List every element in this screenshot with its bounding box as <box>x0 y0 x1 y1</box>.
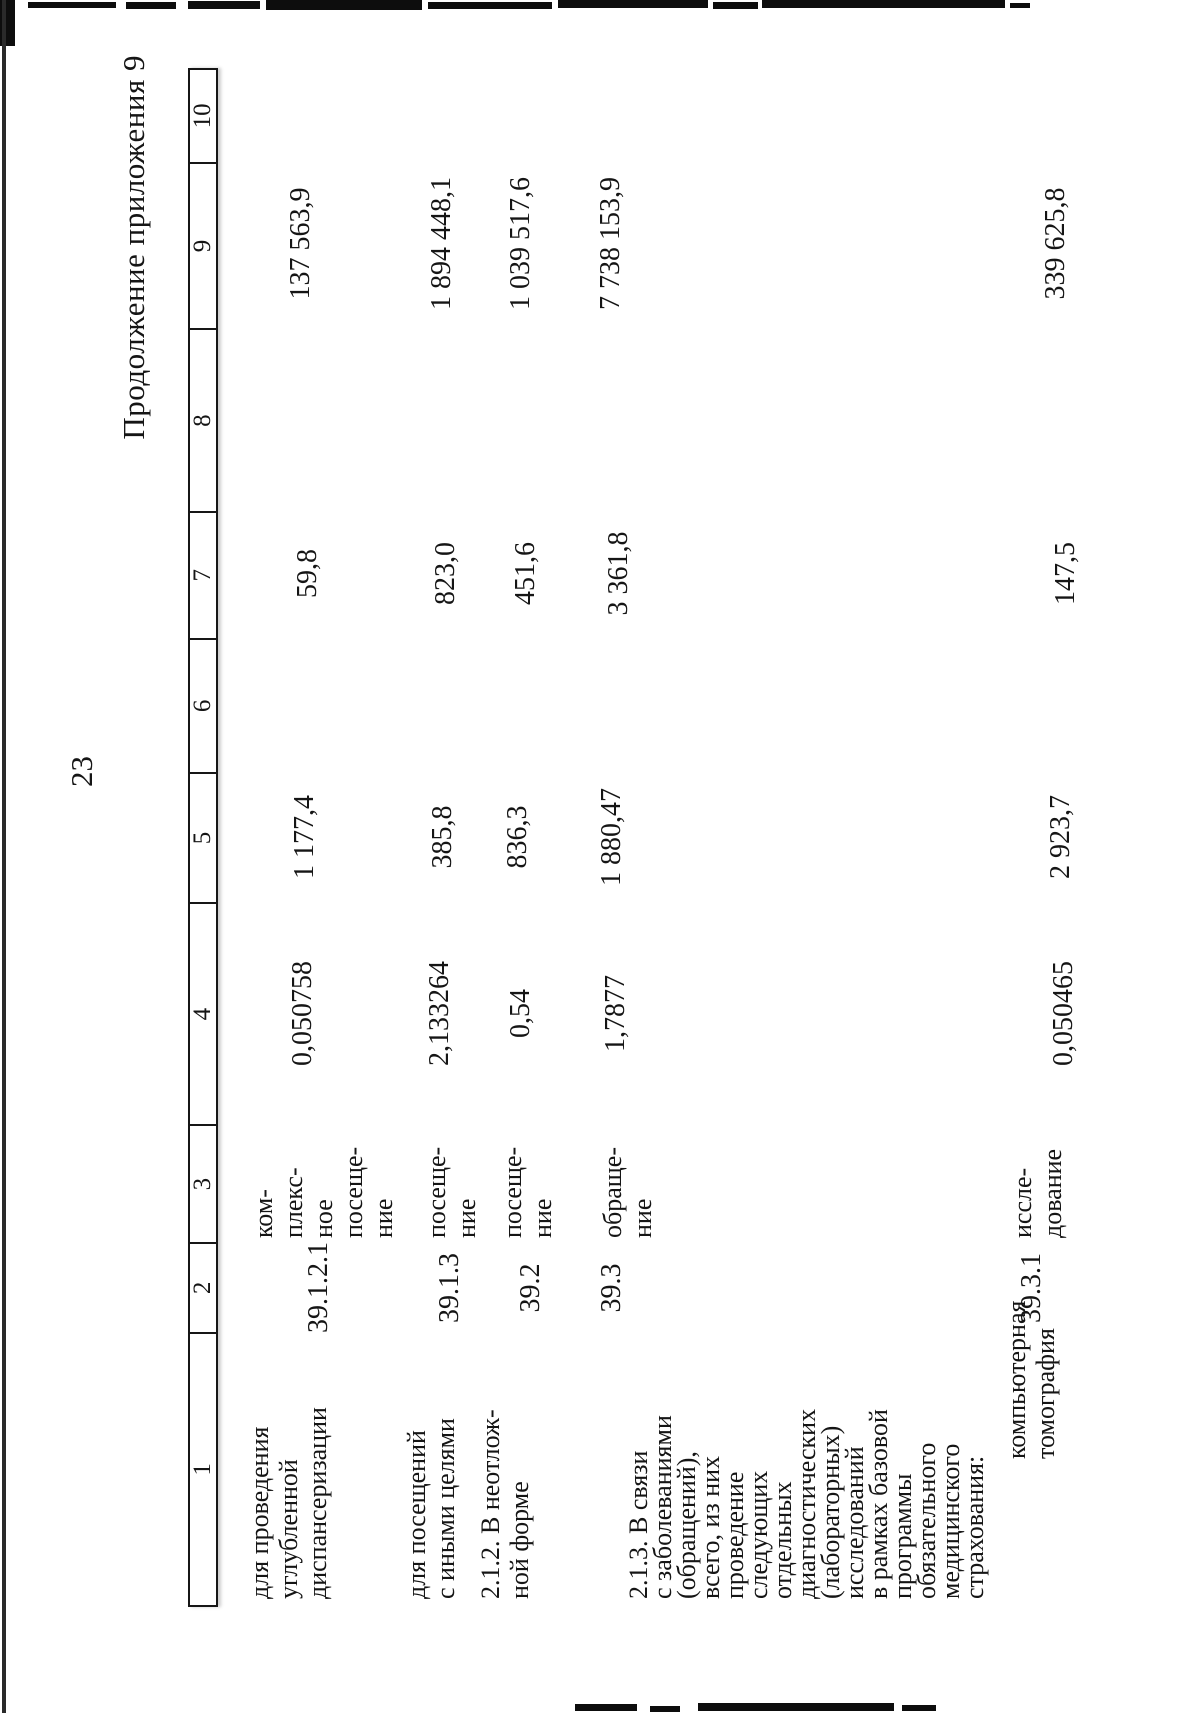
scan-edge-mark <box>558 0 708 8</box>
value-cell: 1 039 517,6 <box>505 177 536 310</box>
value-cell: 1 177,4 <box>289 795 320 879</box>
value-cell: 2 923,7 <box>1045 795 1076 879</box>
scan-edge-mark <box>902 1705 936 1711</box>
scan-edge-mark <box>698 1703 894 1711</box>
value-cell: 147,5 <box>1050 542 1081 605</box>
value-cell: 2,133264 <box>424 961 455 1066</box>
scan-edge-mark <box>650 1706 680 1712</box>
service-name-cell: 2.1.3. В связи с заболеваниями (обращени… <box>624 1408 989 1599</box>
scan-edge-mark <box>266 0 422 10</box>
scan-edge-mark <box>28 2 116 8</box>
table-row: для посещений с иными целями 39.1.3 посе… <box>402 68 481 1607</box>
table-row: 2.1.3. В связи с заболеваниями (обращени… <box>548 68 990 1607</box>
column-number-7: 7 <box>189 510 216 638</box>
value-cell: 451,6 <box>510 542 541 605</box>
unit-cell: посеще- ние <box>498 1146 557 1238</box>
value-cell: 0,54 <box>505 989 536 1038</box>
value-cell: 0,050465 <box>1048 961 1079 1066</box>
column-number-8: 8 <box>189 328 216 511</box>
column-number-9: 9 <box>189 161 216 329</box>
value-cell: 823,0 <box>430 542 461 605</box>
code-cell: 39.3.1 <box>1016 1253 1047 1323</box>
unit-cell: обраще- ние <box>598 1147 657 1238</box>
value-cell: 339 625,8 <box>1040 187 1071 300</box>
appendix-continuation-header: Продолжение приложения 9 <box>116 55 151 440</box>
value-cell: 3 361,8 <box>603 531 634 616</box>
column-number-1: 1 <box>189 1331 216 1605</box>
scan-edge-mark <box>428 2 552 9</box>
value-cell: 1,7877 <box>600 975 631 1052</box>
table-row: для проведения углубленной диспансеризац… <box>237 68 402 1607</box>
code-cell: 39.1.3 <box>434 1253 465 1323</box>
column-number-4: 4 <box>189 901 216 1125</box>
code-cell: 39.3 <box>596 1263 627 1313</box>
page-number: 23 <box>64 756 99 787</box>
value-cell: 7 738 153,9 <box>595 177 626 310</box>
column-number-5: 5 <box>189 772 216 902</box>
value-cell: 0,050758 <box>287 961 318 1066</box>
scan-edge-mark <box>126 2 176 9</box>
scan-edge-mark <box>1010 3 1030 8</box>
scan-edge-mark <box>188 1 260 9</box>
value-cell: 59,8 <box>292 549 323 598</box>
service-name-cell: компьютерная томография <box>1002 1300 1060 1459</box>
value-cell: 836,3 <box>502 805 533 869</box>
scan-edge-mark <box>713 2 758 9</box>
scan-edge-mark <box>762 0 1005 8</box>
unit-cell: ком- плекс- ное посеще- ние <box>249 1146 398 1238</box>
scan-edge-mark <box>575 1704 637 1711</box>
value-cell: 385,8 <box>427 805 458 869</box>
code-cell: 39.1.2.1 <box>303 1242 334 1333</box>
table-row: компьютерная томография 39.3.1 иссле- до… <box>990 68 1110 1607</box>
service-name-cell: для посещений с иными целями <box>402 1418 460 1599</box>
unit-cell: иссле- дование <box>1008 1148 1067 1238</box>
table-column-number-header: 1 2 3 4 5 6 7 8 9 10 <box>188 68 218 1607</box>
value-cell: 137 563,9 <box>285 187 316 300</box>
column-number-10: 10 <box>188 103 216 129</box>
service-name-cell: для проведения углубленной диспансеризац… <box>245 1407 332 1599</box>
column-number-6: 6 <box>189 637 216 773</box>
code-cell: 39.2 <box>515 1263 546 1313</box>
table-row: 2.1.2. В неотлож- ной форме 39.2 посеще-… <box>470 68 557 1607</box>
column-number-2: 2 <box>189 1241 216 1332</box>
column-number-3: 3 <box>189 1124 216 1242</box>
scan-edge-line <box>2 0 6 1713</box>
value-cell: 1 880,47 <box>596 788 627 886</box>
service-name-cell: 2.1.2. В неотлож- ной форме <box>476 1409 534 1599</box>
value-cell: 1 894 448,1 <box>426 177 457 310</box>
